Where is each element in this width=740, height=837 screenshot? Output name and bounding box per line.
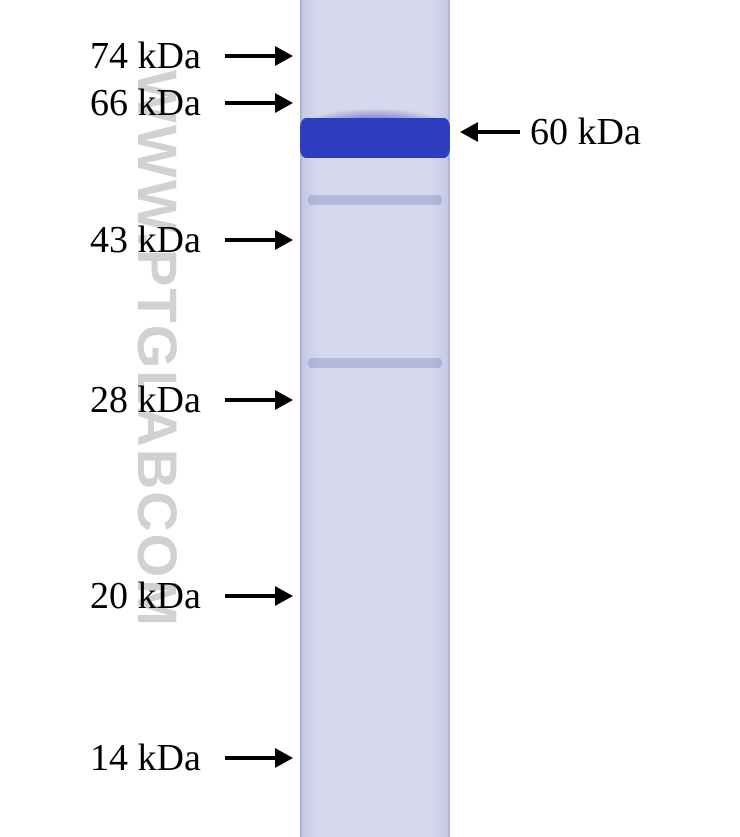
protein-band [300, 118, 450, 158]
marker-label: 14 kDa [90, 736, 201, 780]
protein-band [308, 195, 442, 205]
watermark-text: WWW.PTGLABCOM [125, 70, 190, 628]
marker-label: 20 kDa [90, 574, 201, 618]
marker-label: 74 kDa [90, 34, 201, 78]
marker-label: 66 kDa [90, 81, 201, 125]
marker-label: 43 kDa [90, 218, 201, 262]
marker-label: 28 kDa [90, 378, 201, 422]
gel-figure: WWW.PTGLABCOM 74 kDa66 kDa 43 kDa 28 kDa 20… [0, 0, 740, 837]
protein-band [308, 358, 442, 368]
target-band-label: 60 kDa [530, 110, 641, 154]
